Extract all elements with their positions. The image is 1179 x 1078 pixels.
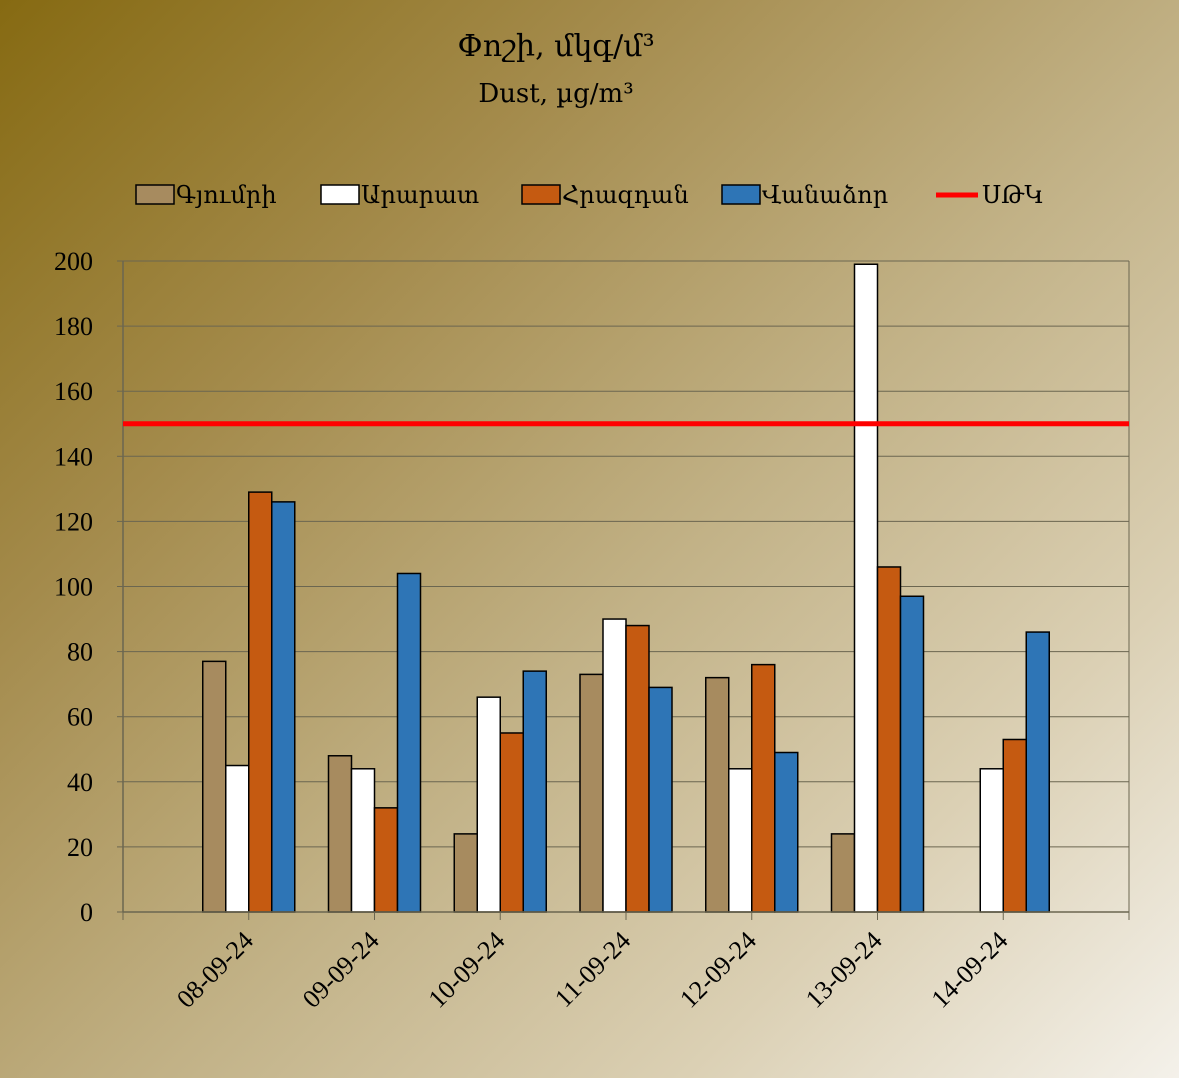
legend-swatch-1 <box>135 184 175 205</box>
y-tick-label: 80 <box>67 638 93 667</box>
legend-swatch-3 <box>521 184 561 205</box>
bar-4-12-09-24 <box>774 751 799 913</box>
y-tick-label: 180 <box>54 312 93 341</box>
bar-1-08-09-24 <box>202 660 227 913</box>
bar-2-13-09-24 <box>853 263 879 913</box>
bar-1-09-09-24 <box>327 755 353 913</box>
y-tick-label: 40 <box>67 768 93 797</box>
bar-3-10-09-24 <box>499 732 524 913</box>
bar-4-08-09-24 <box>271 501 296 913</box>
x-tick-label: 10-09-24 <box>423 926 511 1014</box>
bar-1-13-09-24 <box>830 833 856 913</box>
legend-label-4: Վանաձոր <box>762 181 888 209</box>
bar-2-10-09-24 <box>476 696 501 913</box>
x-tick-label: 13-09-24 <box>800 926 888 1014</box>
bars-layer <box>202 263 1050 913</box>
bar-4-11-09-24 <box>648 686 673 913</box>
bar-3-14-09-24 <box>1002 738 1027 913</box>
y-tick-label: 60 <box>67 703 93 732</box>
bar-1-12-09-24 <box>705 676 730 913</box>
legend-label-2: Արարատ <box>361 181 479 209</box>
chart-title: Փոշի, մկգ/մ³ <box>457 29 654 64</box>
x-tick-label: 14-09-24 <box>926 926 1014 1014</box>
y-tick-label: 100 <box>54 573 93 602</box>
x-axis-ticks: 08-09-24 09-09-24 10-09-24 11-09-24 12-09-24… <box>171 926 1013 1014</box>
y-tick-label: 0 <box>80 898 93 927</box>
legend-swatch-2 <box>320 184 360 205</box>
x-tick-label: 08-09-24 <box>171 926 259 1014</box>
y-tick-label: 200 <box>54 247 93 276</box>
bar-4-13-09-24 <box>899 595 925 913</box>
x-tick-label: 11-09-24 <box>549 926 636 1013</box>
bar-4-14-09-24 <box>1025 631 1050 913</box>
x-tick-label: 09-09-24 <box>297 926 385 1014</box>
legend-label-3: Հրազդան <box>562 181 689 209</box>
axes <box>122 260 1130 920</box>
bar-2-11-09-24 <box>602 618 627 913</box>
bar-3-08-09-24 <box>248 491 273 913</box>
bar-4-09-09-24 <box>396 572 422 913</box>
y-tick-label: 20 <box>67 833 93 862</box>
bar-3-13-09-24 <box>876 566 902 913</box>
bar-3-09-09-24 <box>373 807 399 913</box>
bar-1-10-09-24 <box>453 833 478 913</box>
bar-3-11-09-24 <box>625 624 650 913</box>
bar-4-10-09-24 <box>522 670 547 913</box>
legend-label-reference: ՍԹԿ <box>982 181 1044 209</box>
y-tick-label: 140 <box>54 442 93 471</box>
legend-label-1: Գյումրի <box>176 181 277 209</box>
legend-swatch-4 <box>721 184 761 205</box>
y-axis-ticks: 0 20 40 60 80 100 120 140 160 180 200 <box>54 247 123 927</box>
bar-3-12-09-24 <box>751 663 776 913</box>
y-tick-label: 160 <box>54 377 93 406</box>
bar-2-14-09-24 <box>979 768 1004 913</box>
bar-2-08-09-24 <box>225 764 250 913</box>
chart-legend: Գյումրի Արարատ Հրազդան Վանաձոր ՍԹԿ <box>135 181 1044 209</box>
chart-subtitle: Dust, µg/m³ <box>478 79 633 109</box>
bar-2-09-09-24 <box>350 768 376 913</box>
x-tick-label: 12-09-24 <box>674 926 762 1014</box>
bar-1-11-09-24 <box>579 673 604 913</box>
y-tick-label: 120 <box>54 507 93 536</box>
bar-2-12-09-24 <box>728 768 753 913</box>
